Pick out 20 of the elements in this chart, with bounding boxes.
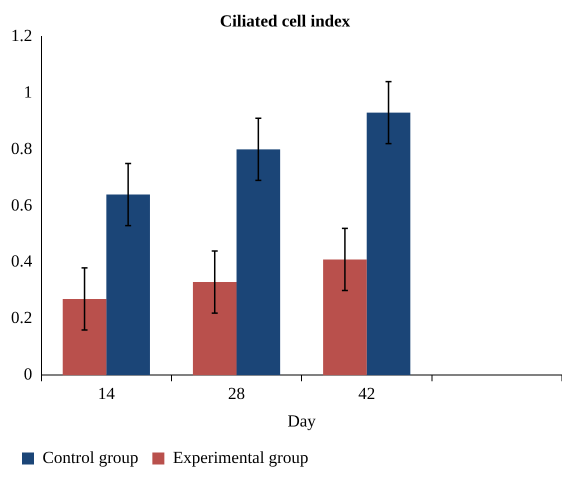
y-tick-label: 0.8 (11, 138, 32, 158)
bar (192, 282, 237, 376)
x-tick-label: 14 (98, 384, 116, 403)
x-tick-label: 42 (358, 384, 376, 403)
y-tick-label: 0.2 (11, 308, 32, 328)
y-tick-label: 1 (24, 82, 32, 102)
y-tick-label: 0 (24, 364, 32, 384)
bar (366, 112, 410, 376)
legend-label: Control group (42, 448, 138, 467)
bar (323, 259, 367, 376)
y-tick-label: 1.2 (11, 26, 32, 45)
chart-title: Ciliated cell index (220, 12, 351, 31)
y-tick-label: 0.4 (11, 252, 33, 271)
x-tick-label: 28 (228, 384, 246, 403)
bar (62, 298, 106, 376)
x-axis-title: Day (287, 411, 316, 430)
y-tick-label: 0.6 (11, 195, 32, 214)
bar (106, 194, 150, 376)
legend-label: Experimental group (172, 448, 308, 467)
bar (236, 149, 280, 376)
